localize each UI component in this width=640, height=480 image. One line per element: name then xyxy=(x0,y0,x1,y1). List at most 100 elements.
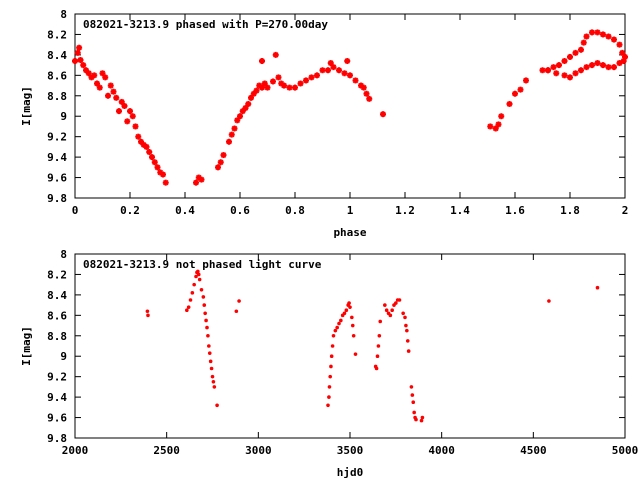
data-point xyxy=(190,291,195,295)
y-tick-label: 8.6 xyxy=(47,69,67,82)
data-points xyxy=(145,269,600,423)
data-point xyxy=(215,403,219,408)
data-point xyxy=(605,33,612,40)
data-point xyxy=(211,379,216,384)
x-tick-label: 4000 xyxy=(428,444,455,457)
data-point xyxy=(495,121,502,128)
data-point xyxy=(350,315,354,320)
data-point xyxy=(186,305,191,309)
data-point xyxy=(394,301,398,305)
data-point xyxy=(492,125,499,132)
data-point xyxy=(212,385,217,389)
data-point xyxy=(314,72,320,79)
data-point xyxy=(347,72,353,79)
data-point xyxy=(151,159,158,166)
y-tick-label: 9.2 xyxy=(47,371,67,384)
data-point xyxy=(330,64,337,71)
data-point xyxy=(275,74,282,81)
data-point xyxy=(127,108,133,115)
y-tick-label: 8 xyxy=(60,8,67,21)
data-point xyxy=(578,46,584,53)
data-point xyxy=(199,287,204,292)
data-point xyxy=(619,49,626,56)
y-tick-label: 9.4 xyxy=(47,391,67,404)
data-point xyxy=(226,138,232,145)
data-point xyxy=(99,70,106,77)
data-point xyxy=(487,123,494,130)
data-point xyxy=(154,164,161,171)
data-point xyxy=(160,171,166,178)
data-point xyxy=(567,53,573,60)
data-point xyxy=(270,78,276,85)
data-point xyxy=(404,323,408,328)
data-point xyxy=(210,374,215,379)
data-point xyxy=(567,74,573,81)
data-point xyxy=(259,84,265,91)
data-point xyxy=(234,117,241,124)
data-point xyxy=(96,84,103,91)
y-tick-label: 8 xyxy=(60,248,67,261)
data-point xyxy=(545,67,551,74)
data-point xyxy=(196,269,200,274)
data-point xyxy=(594,60,601,67)
y-tick-label: 9.8 xyxy=(47,432,67,445)
y-tick-label: 8.8 xyxy=(47,330,67,343)
y-tick-label: 9 xyxy=(60,350,67,363)
data-point xyxy=(411,400,416,405)
x-tick-label: 0.2 xyxy=(120,204,140,217)
x-tick-label: 0.4 xyxy=(175,204,195,217)
data-point xyxy=(253,87,260,94)
y-tick-label: 8.4 xyxy=(47,289,67,302)
y-tick-label: 8.4 xyxy=(47,49,67,62)
data-point xyxy=(572,49,579,56)
data-point xyxy=(337,321,341,326)
data-point xyxy=(91,72,98,79)
data-point xyxy=(308,74,315,81)
data-point xyxy=(578,67,584,74)
data-point xyxy=(375,354,380,359)
y-tick-label: 9.4 xyxy=(47,151,67,164)
data-point xyxy=(113,94,120,101)
data-point xyxy=(600,62,606,69)
data-point xyxy=(329,364,333,369)
data-point xyxy=(363,90,370,97)
data-point xyxy=(239,108,246,115)
data-point xyxy=(192,282,196,287)
y-tick-label: 8.2 xyxy=(47,268,67,281)
data-point xyxy=(272,51,279,58)
data-point xyxy=(594,29,601,36)
phased-x-axis-label: phase xyxy=(333,226,366,239)
data-point xyxy=(264,84,271,91)
data-point xyxy=(374,366,379,371)
data-point xyxy=(409,385,414,389)
x-tick-label: 3500 xyxy=(337,444,364,457)
data-point xyxy=(352,77,359,84)
data-point xyxy=(215,164,221,171)
data-point xyxy=(561,58,568,65)
data-point xyxy=(341,70,348,77)
data-point xyxy=(580,39,587,46)
data-point xyxy=(248,94,254,101)
y-tick-label: 8.6 xyxy=(47,309,67,322)
data-point xyxy=(297,80,304,87)
data-point xyxy=(388,313,393,318)
data-point xyxy=(135,133,142,140)
data-point xyxy=(185,308,189,313)
data-point xyxy=(76,44,83,51)
data-point xyxy=(333,328,338,333)
data-point xyxy=(237,113,243,120)
data-point xyxy=(523,77,529,84)
data-point xyxy=(390,308,394,313)
data-point xyxy=(105,92,111,99)
data-point xyxy=(118,98,125,105)
data-point xyxy=(330,344,335,348)
data-point xyxy=(583,33,590,40)
data-point xyxy=(600,31,606,38)
data-point xyxy=(80,62,87,69)
data-point xyxy=(220,152,227,159)
phased-chart: 082021-3213.9 phased with P=270.00day ph… xyxy=(20,8,628,239)
y-tick-label: 8.8 xyxy=(47,90,67,103)
y-tick-label: 9 xyxy=(60,110,67,123)
x-tick-label: 1.8 xyxy=(560,204,580,217)
data-point xyxy=(203,311,207,316)
